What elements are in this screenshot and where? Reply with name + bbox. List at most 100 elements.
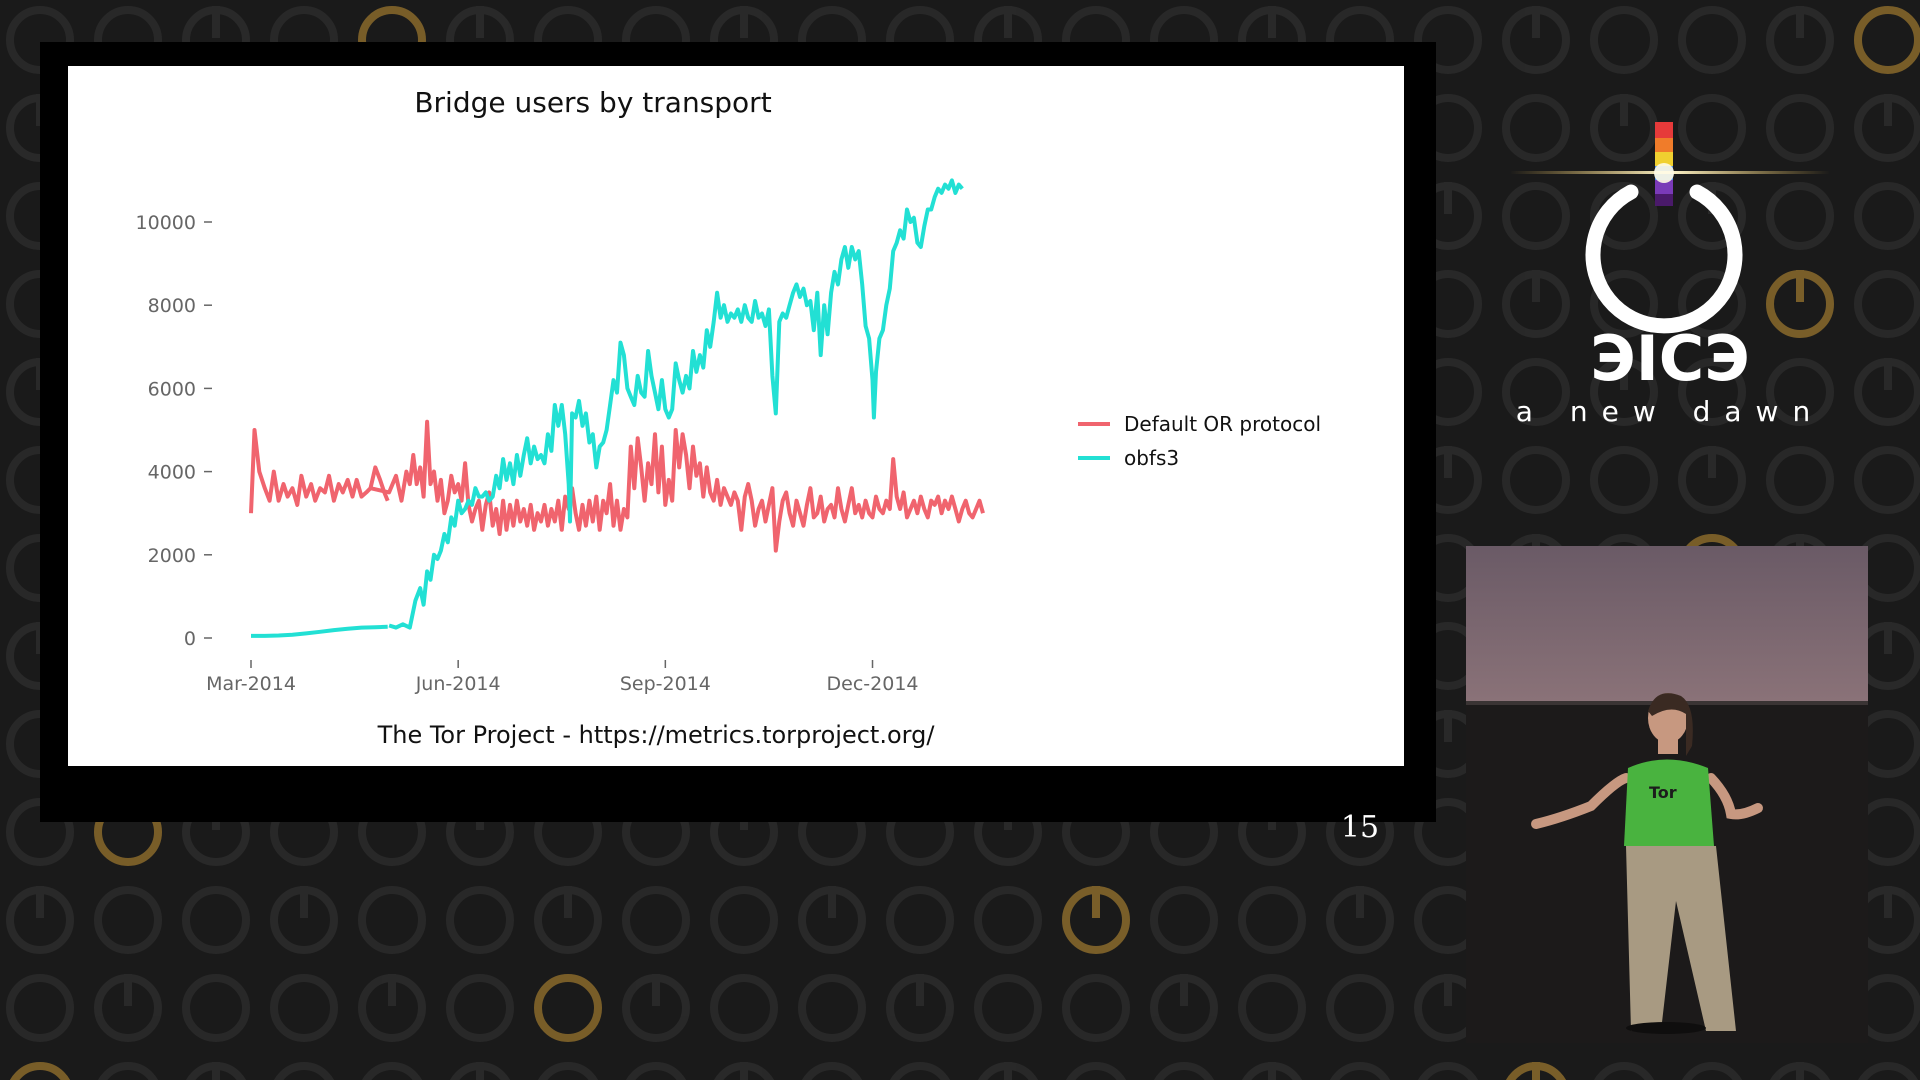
pattern-ring [1678, 6, 1746, 74]
pattern-ring [1590, 270, 1658, 338]
presentation-slide: Bridge users by transport 0 2000 4000 6000 80… [68, 66, 1404, 766]
legend-label: obfs3 [1124, 446, 1179, 470]
pattern-ring [1502, 358, 1570, 426]
pattern-ring [1502, 182, 1570, 250]
pattern-ring [1590, 6, 1658, 74]
pattern-ring [1502, 446, 1570, 514]
legend-label: Default OR protocol [1124, 412, 1321, 436]
pattern-ring [622, 974, 690, 1042]
x-tick-label: Jun-2014 [415, 673, 501, 695]
x-tick-label: Mar-2014 [206, 673, 296, 695]
pattern-ring [1678, 446, 1746, 514]
pattern-ring [1766, 446, 1834, 514]
pattern-ring [622, 886, 690, 954]
pattern-ring [1330, 1062, 1390, 1080]
pattern-ring [534, 974, 602, 1042]
pattern-ring [270, 886, 338, 954]
y-tick-label: 4000 [148, 462, 196, 484]
pattern-ring [1062, 974, 1130, 1042]
pattern-ring [1766, 94, 1834, 162]
pattern-ring [1326, 886, 1394, 954]
pattern-ring [802, 1062, 862, 1080]
pattern-ring [538, 1062, 598, 1080]
pattern-ring [974, 974, 1042, 1042]
pattern-ring [1150, 886, 1218, 954]
pattern-ring [1854, 358, 1920, 426]
pattern-ring [710, 886, 778, 954]
y-tick-label: 2000 [148, 545, 196, 567]
pattern-ring [1150, 974, 1218, 1042]
pattern-ring [1154, 1062, 1214, 1080]
slide-page-number: 15 [1340, 810, 1380, 845]
pattern-ring [1418, 1062, 1478, 1080]
pattern-ring [886, 974, 954, 1042]
pattern-ring [1854, 94, 1920, 162]
pattern-ring [1242, 1062, 1302, 1080]
pattern-ring [1678, 270, 1746, 338]
pattern-ring [1766, 358, 1834, 426]
power-logo-icon: ЭICЭ [1510, 122, 1830, 395]
pattern-ring [1590, 94, 1658, 162]
pattern-ring [978, 1062, 1038, 1080]
pattern-ring [1502, 270, 1570, 338]
pattern-ring [798, 974, 866, 1042]
pattern-ring [358, 974, 426, 1042]
pattern-ring [710, 974, 778, 1042]
pattern-ring [98, 1062, 158, 1080]
pattern-ring [1066, 1062, 1126, 1080]
pattern-ring [1590, 446, 1658, 514]
pattern-ring [886, 886, 954, 954]
pattern-ring [94, 974, 162, 1042]
series-line-obfs3 [388, 178, 964, 630]
pattern-ring [94, 886, 162, 954]
x-tick-label: Dec-2014 [827, 673, 919, 695]
pattern-ring [1766, 6, 1834, 74]
pattern-ring [1678, 358, 1746, 426]
speaker-image: Tor [1466, 546, 1868, 1043]
pattern-ring [446, 886, 514, 954]
pattern-ring [1854, 182, 1920, 250]
chart-title: Bridge users by transport [414, 86, 771, 119]
pattern-ring [1506, 1062, 1566, 1080]
y-tick-label: 6000 [148, 378, 196, 400]
pattern-ring [1766, 270, 1834, 338]
pattern-ring [1238, 886, 1306, 954]
series-line-default-or [370, 419, 985, 553]
pattern-ring [446, 974, 514, 1042]
pattern-ring [6, 974, 74, 1042]
pattern-ring [358, 886, 426, 954]
tagline: a new dawn [1515, 395, 1825, 428]
pattern-ring [1854, 6, 1920, 74]
pattern-ring [890, 1062, 950, 1080]
pattern-ring [182, 974, 250, 1042]
y-tick-label: 10000 [136, 212, 196, 234]
y-tick-label: 8000 [148, 295, 196, 317]
pattern-ring [626, 1062, 686, 1080]
pattern-ring [1682, 1062, 1742, 1080]
y-tick-label: 0 [184, 628, 196, 650]
pattern-ring [1590, 182, 1658, 250]
speaker-video: Tor [1466, 546, 1868, 1043]
pattern-ring [1678, 94, 1746, 162]
pattern-ring [182, 886, 250, 954]
shirt-print: Tor [1649, 783, 1677, 802]
x-tick-label: Sep-2014 [620, 673, 711, 695]
pattern-ring [1062, 886, 1130, 954]
pattern-ring [1590, 358, 1658, 426]
pattern-ring [6, 886, 74, 954]
pattern-ring [1326, 974, 1394, 1042]
pattern-ring [798, 886, 866, 954]
logo-wordmark: ЭICЭ [1590, 322, 1750, 395]
series-line-default-or [249, 428, 390, 514]
pattern-ring [450, 1062, 510, 1080]
pattern-ring [1854, 446, 1920, 514]
pattern-ring [186, 1062, 246, 1080]
pattern-ring [10, 1062, 70, 1080]
pattern-ring [1858, 1062, 1918, 1080]
pattern-ring [1854, 270, 1920, 338]
pattern-ring [1502, 94, 1570, 162]
pattern-ring [1414, 6, 1482, 74]
pattern-ring [714, 1062, 774, 1080]
pattern-ring [1594, 1062, 1654, 1080]
pattern-ring [1502, 6, 1570, 74]
